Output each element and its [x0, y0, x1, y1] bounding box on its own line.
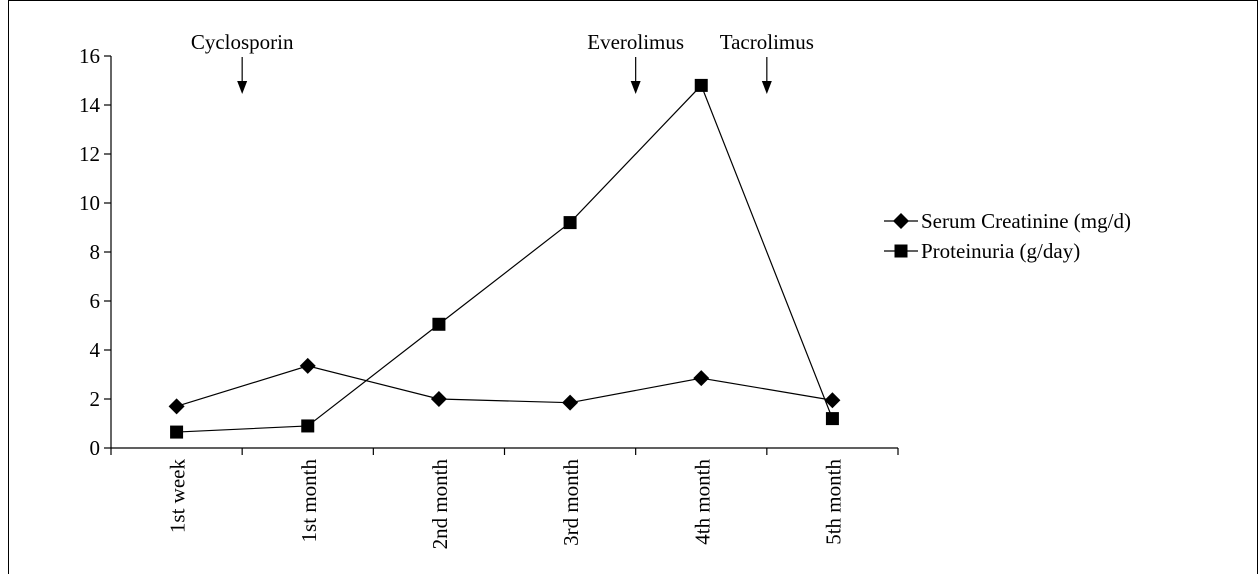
- legend-label: Serum Creatinine (mg/d): [921, 209, 1131, 233]
- x-tick-label: 1st week: [166, 459, 190, 534]
- data-point-diamond: [299, 357, 316, 374]
- legend: Serum Creatinine (mg/d) Proteinuria (g/da…: [884, 209, 1131, 263]
- data-point-diamond: [693, 370, 710, 387]
- y-tick-label: 10: [79, 191, 100, 215]
- data-point-diamond: [824, 392, 841, 409]
- y-tick-label: 6: [90, 289, 101, 313]
- annotation-arrow-head: [761, 81, 772, 94]
- y-tick-label: 2: [90, 387, 101, 411]
- data-point-square: [825, 412, 839, 426]
- data-point-diamond: [562, 394, 579, 411]
- data-point-square: [694, 78, 708, 92]
- y-tick-label: 0: [90, 436, 101, 460]
- chart-frame: 0 2 4 6 8 10 12 14 16 1st week 1st month 2nd month 3…: [8, 0, 1258, 574]
- annotation-label: Tacrolimus: [720, 30, 814, 54]
- y-tick-label: 14: [79, 93, 101, 117]
- x-tick-label: 5th month: [821, 459, 845, 545]
- annotations: Cyclosporin Everolimus Tacrolimus: [191, 30, 814, 94]
- data-point-square: [563, 216, 577, 230]
- legend-label: Proteinuria (g/day): [921, 239, 1080, 263]
- line-chart: 0 2 4 6 8 10 12 14 16 1st week 1st month 2nd month 3…: [79, 30, 1131, 550]
- x-tick-label: 1st month: [297, 459, 321, 543]
- legend-marker-square: [894, 244, 908, 258]
- x-tick-label: 2nd month: [428, 459, 452, 550]
- annotation-arrow-head: [630, 81, 641, 94]
- legend-marker-diamond: [893, 213, 909, 229]
- series-diamond: [168, 357, 841, 415]
- axes: 0 2 4 6 8 10 12 14 16 1st week 1st month 2nd month 3…: [79, 44, 899, 550]
- annotation-arrow-head: [237, 81, 248, 94]
- x-tick-label: 3rd month: [559, 459, 583, 546]
- data-point-square: [170, 425, 184, 439]
- data-point-diamond: [168, 398, 185, 415]
- y-tick-label: 16: [79, 44, 100, 68]
- series-layer: [168, 78, 841, 439]
- y-tick-label: 12: [79, 142, 100, 166]
- series-line: [176, 84, 833, 433]
- annotation-label: Everolimus: [587, 30, 684, 54]
- y-tick-label: 8: [90, 240, 101, 264]
- series-line: [176, 365, 833, 407]
- data-point-diamond: [430, 391, 447, 407]
- x-tick-label: 4th month: [690, 459, 714, 545]
- series-square: [170, 78, 839, 439]
- data-point-square: [301, 419, 315, 433]
- data-point-square: [432, 317, 446, 331]
- y-tick-label: 4: [90, 338, 101, 362]
- annotation-label: Cyclosporin: [191, 30, 294, 54]
